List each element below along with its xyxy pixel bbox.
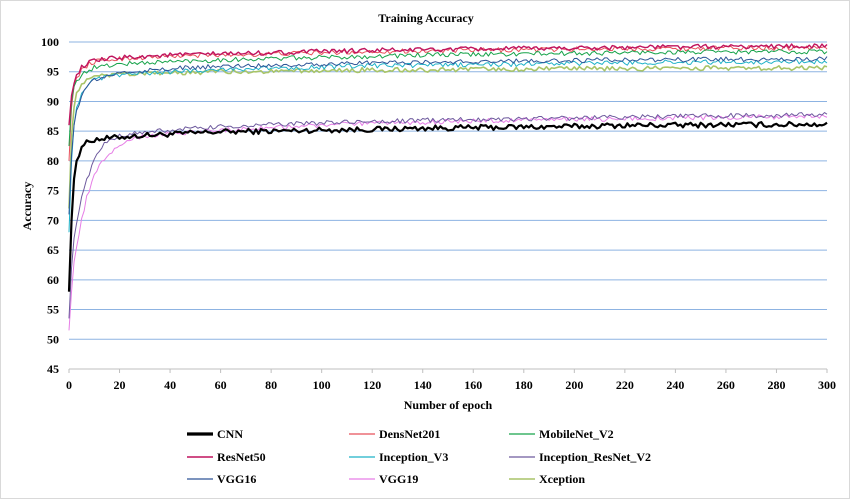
legend-label: Inception_ResNet_V2 <box>539 450 651 464</box>
series-line-mobilenet-v2 <box>68 48 828 147</box>
series-line-vgg16 <box>68 56 828 215</box>
series-line-xception <box>68 65 828 209</box>
x-tick-label: 240 <box>666 378 684 392</box>
x-tick-label: 80 <box>265 378 277 392</box>
legend-label: Xception <box>539 472 585 486</box>
series-line-cnn <box>67 120 828 292</box>
series-line-inception-resnet-v2 <box>68 112 828 319</box>
x-tick-label: 120 <box>363 378 381 392</box>
series-line-vgg19 <box>68 113 828 331</box>
legend-label: ResNet50 <box>217 450 266 464</box>
y-tick-label: 80 <box>47 154 59 168</box>
y-tick-label: 100 <box>41 35 59 49</box>
legend: CNN DensNet201 MobileNet_V2 ResNet50 Incepti… <box>187 427 651 486</box>
legend-label: DensNet201 <box>379 427 440 441</box>
y-axis-ticks: 45 50 55 60 65 70 75 80 85 90 95 100 <box>41 35 59 376</box>
legend-label: VGG16 <box>217 472 256 486</box>
x-axis-title: Number of epoch <box>404 398 493 412</box>
y-tick-label: 45 <box>47 362 59 376</box>
x-tick-label: 180 <box>515 378 533 392</box>
series-line-inception-v3 <box>68 58 828 233</box>
legend-label: CNN <box>217 427 243 441</box>
x-tick-label: 100 <box>313 378 331 392</box>
y-tick-label: 50 <box>47 332 59 346</box>
x-tick-label: 160 <box>464 378 482 392</box>
y-tick-label: 95 <box>47 65 59 79</box>
x-tick-label: 0 <box>66 378 72 392</box>
series-line-resnet50 <box>68 43 828 126</box>
series-line-densnet201 <box>68 45 828 161</box>
x-tick-label: 140 <box>414 378 432 392</box>
y-tick-label: 85 <box>47 124 59 138</box>
x-tick-label: 60 <box>215 378 227 392</box>
y-tick-label: 70 <box>47 213 59 227</box>
legend-label: Inception_V3 <box>379 450 448 464</box>
y-tick-label: 55 <box>47 303 59 317</box>
x-tick-label: 280 <box>767 378 785 392</box>
legend-label: VGG19 <box>379 472 418 486</box>
legend-label: MobileNet_V2 <box>539 427 614 441</box>
x-tick-label: 220 <box>616 378 634 392</box>
y-tick-label: 90 <box>47 94 59 108</box>
x-tick-label: 20 <box>114 378 126 392</box>
x-tick-label: 200 <box>565 378 583 392</box>
gridlines <box>69 41 827 340</box>
series-layer <box>67 43 828 331</box>
y-tick-label: 75 <box>47 184 59 198</box>
y-axis-title: Accuracy <box>20 182 34 231</box>
y-tick-label: 60 <box>47 273 59 287</box>
y-tick-label: 65 <box>47 243 59 257</box>
x-tick-label: 260 <box>717 378 735 392</box>
x-tick-label: 40 <box>164 378 176 392</box>
x-tick-label: 300 <box>818 378 836 392</box>
chart-title: Training Accuracy <box>378 11 473 25</box>
x-axis-ticks: 0 20 40 60 80 100 120 140 160 180 200 220 240 260 280 3… <box>66 369 836 392</box>
